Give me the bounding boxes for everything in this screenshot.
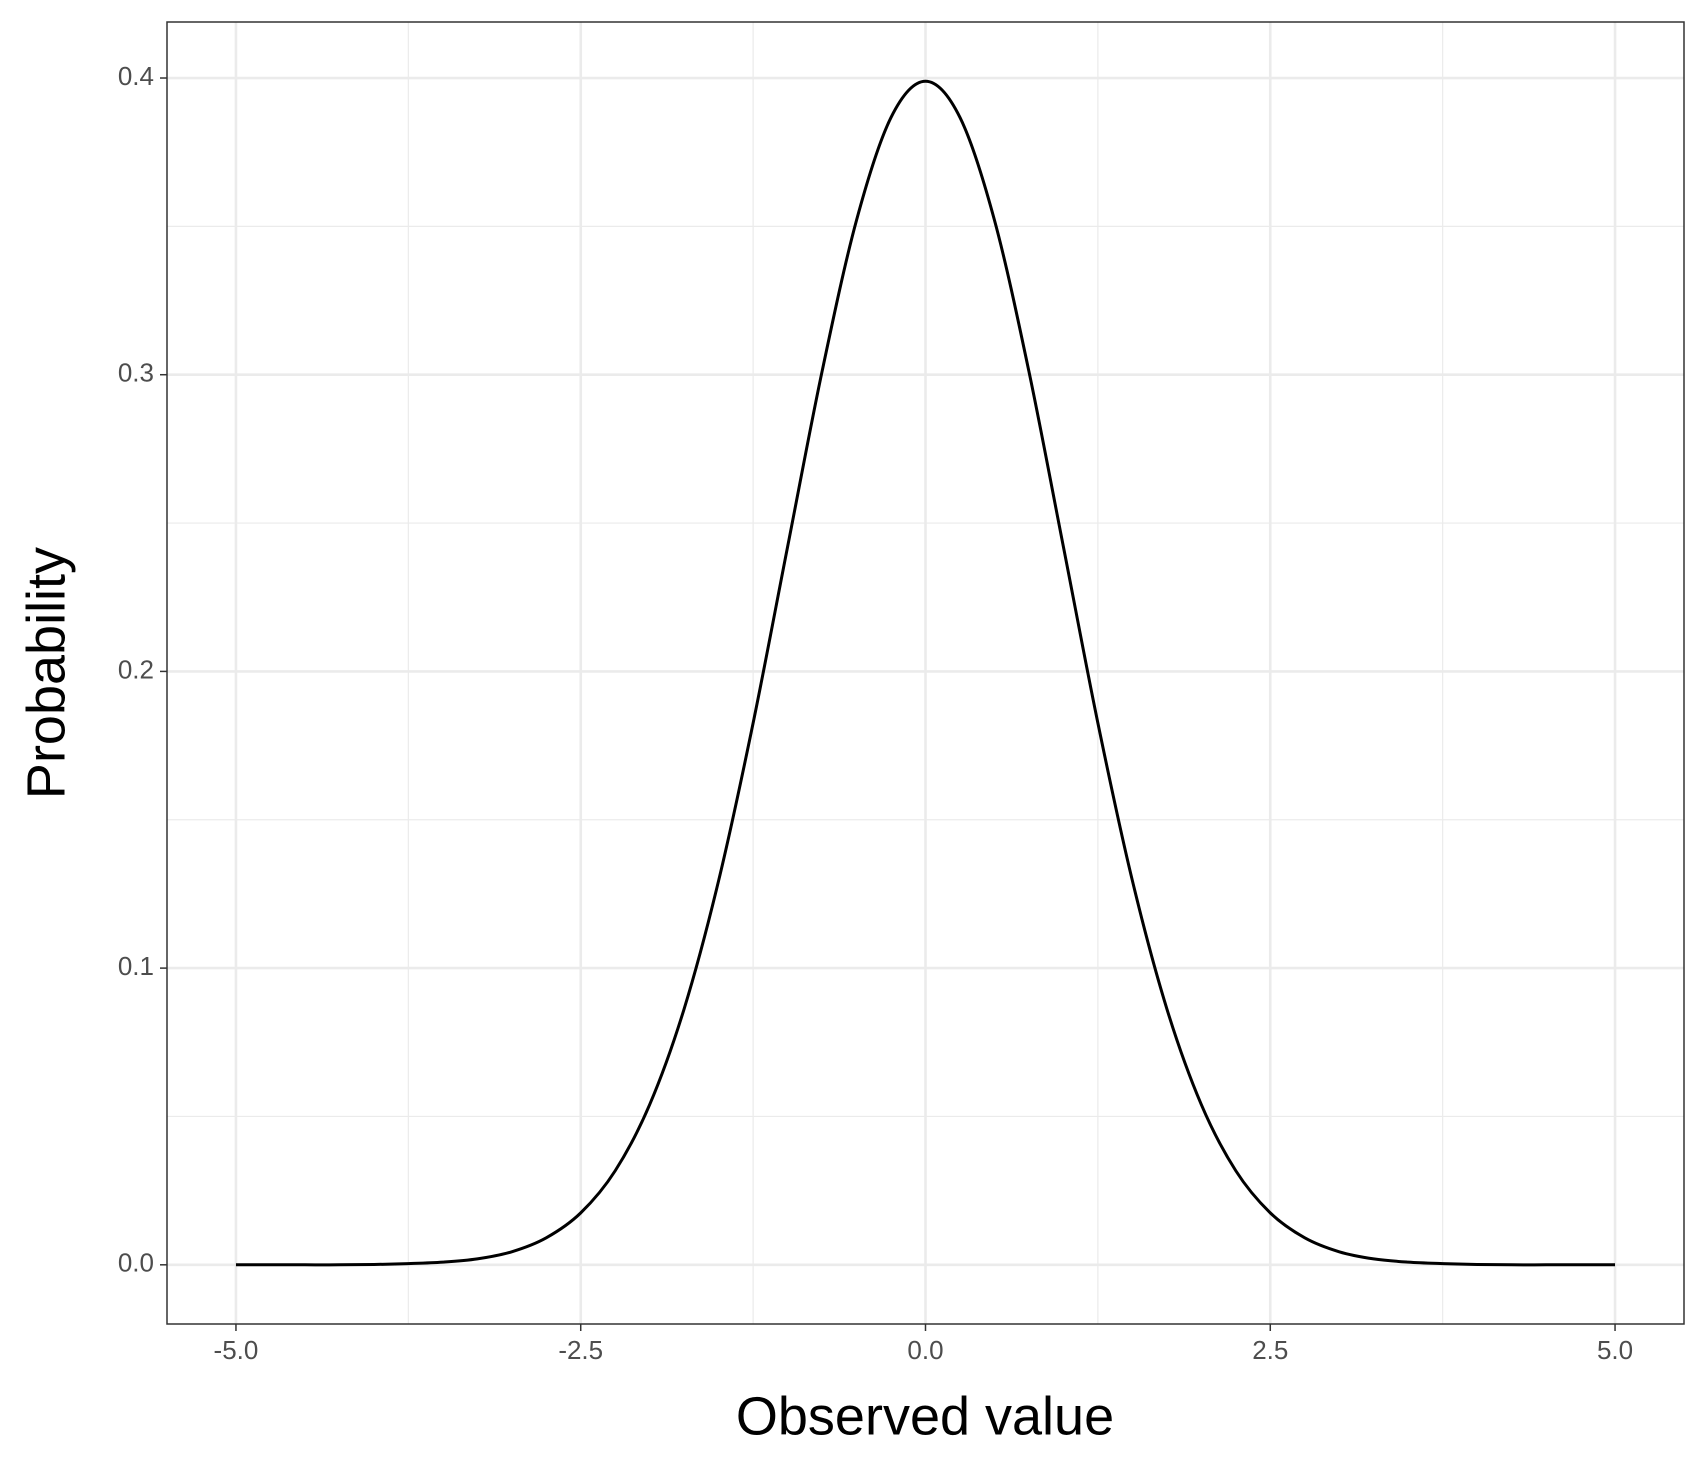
x-tick-label: 0.0: [907, 1335, 943, 1365]
x-tick-label: 5.0: [1597, 1335, 1633, 1365]
x-axis-title: Observed value: [736, 1386, 1114, 1446]
y-tick-label: 0.1: [118, 951, 154, 981]
y-tick-label: 0.2: [118, 654, 154, 684]
y-tick-label: 0.4: [118, 61, 154, 91]
x-tick-label: -5.0: [214, 1335, 259, 1365]
y-tick-label: 0.0: [118, 1248, 154, 1278]
x-tick-label: -2.5: [558, 1335, 603, 1365]
x-tick-label: 2.5: [1252, 1335, 1288, 1365]
density-line: [235, 79, 1616, 1267]
y-tick-label: 0.3: [118, 358, 154, 388]
y-axis-title: Probability: [16, 547, 76, 799]
panel-border: [166, 21, 1685, 1325]
